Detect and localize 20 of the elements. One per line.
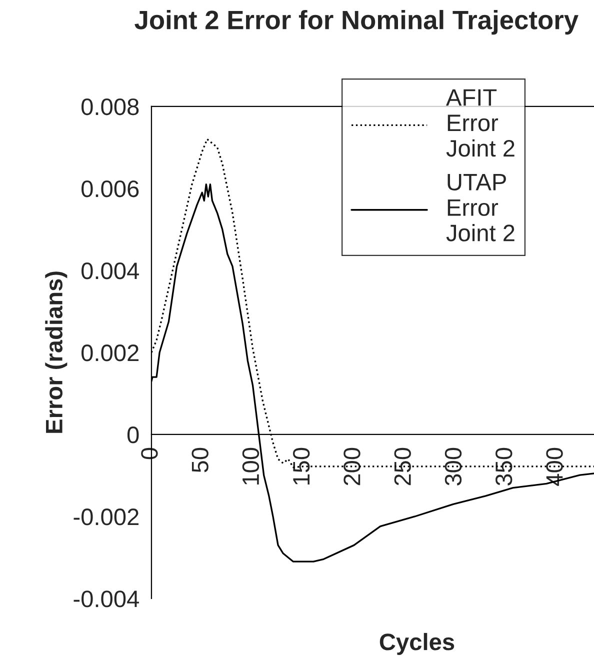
legend-label: AFIT Error Joint 2 — [446, 89, 514, 157]
y-tick-label: 0 — [127, 426, 139, 444]
x-tick-label: 150 — [292, 448, 310, 485]
y-tick-label: 0.006 — [82, 180, 139, 198]
y-tick-label: -0.002 — [74, 508, 138, 526]
x-tick-label: 50 — [192, 448, 208, 472]
y-tick-label: 0.008 — [82, 98, 139, 116]
x-tick-label: 400 — [546, 448, 563, 486]
y-tick-label: -0.004 — [74, 590, 139, 608]
chart-title: Joint 2 Error for Nominal Trajectory — [134, 10, 578, 35]
x-tick-label: 200 — [344, 448, 360, 486]
x-tick-label: 250 — [394, 448, 411, 486]
x-tick-label: 300 — [444, 448, 462, 486]
y-tick-label: 0.004 — [82, 262, 139, 280]
x-tick-label: 100 — [242, 448, 260, 485]
x-axis-title: Cycles — [380, 632, 454, 655]
x-tick-label: 350 — [496, 448, 512, 486]
y-axis-title: Error (radians) — [45, 272, 68, 433]
y-tick-label: 0.002 — [82, 344, 138, 362]
legend-label: UTAP Error Joint 2 — [446, 174, 514, 242]
